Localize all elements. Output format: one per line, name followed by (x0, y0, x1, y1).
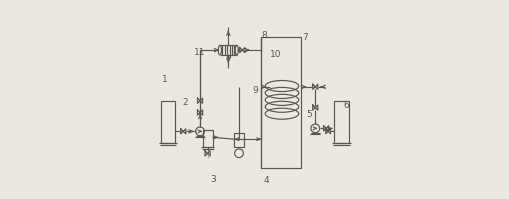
Bar (261, 37, 301, 168)
Text: 11: 11 (193, 48, 205, 57)
Bar (226, 55, 230, 57)
Text: 7: 7 (302, 33, 307, 42)
Text: 1: 1 (161, 75, 167, 84)
Text: 2: 2 (182, 98, 188, 107)
Text: 4: 4 (264, 176, 269, 185)
Bar (333, 101, 348, 143)
Bar (202, 130, 212, 146)
Text: 9: 9 (251, 86, 258, 95)
Text: 3: 3 (210, 175, 216, 184)
Text: 10: 10 (270, 50, 281, 59)
Text: 8: 8 (261, 31, 266, 40)
Bar (160, 101, 175, 143)
Bar (234, 133, 244, 147)
Text: 6: 6 (343, 101, 348, 110)
Text: 5: 5 (306, 110, 312, 119)
